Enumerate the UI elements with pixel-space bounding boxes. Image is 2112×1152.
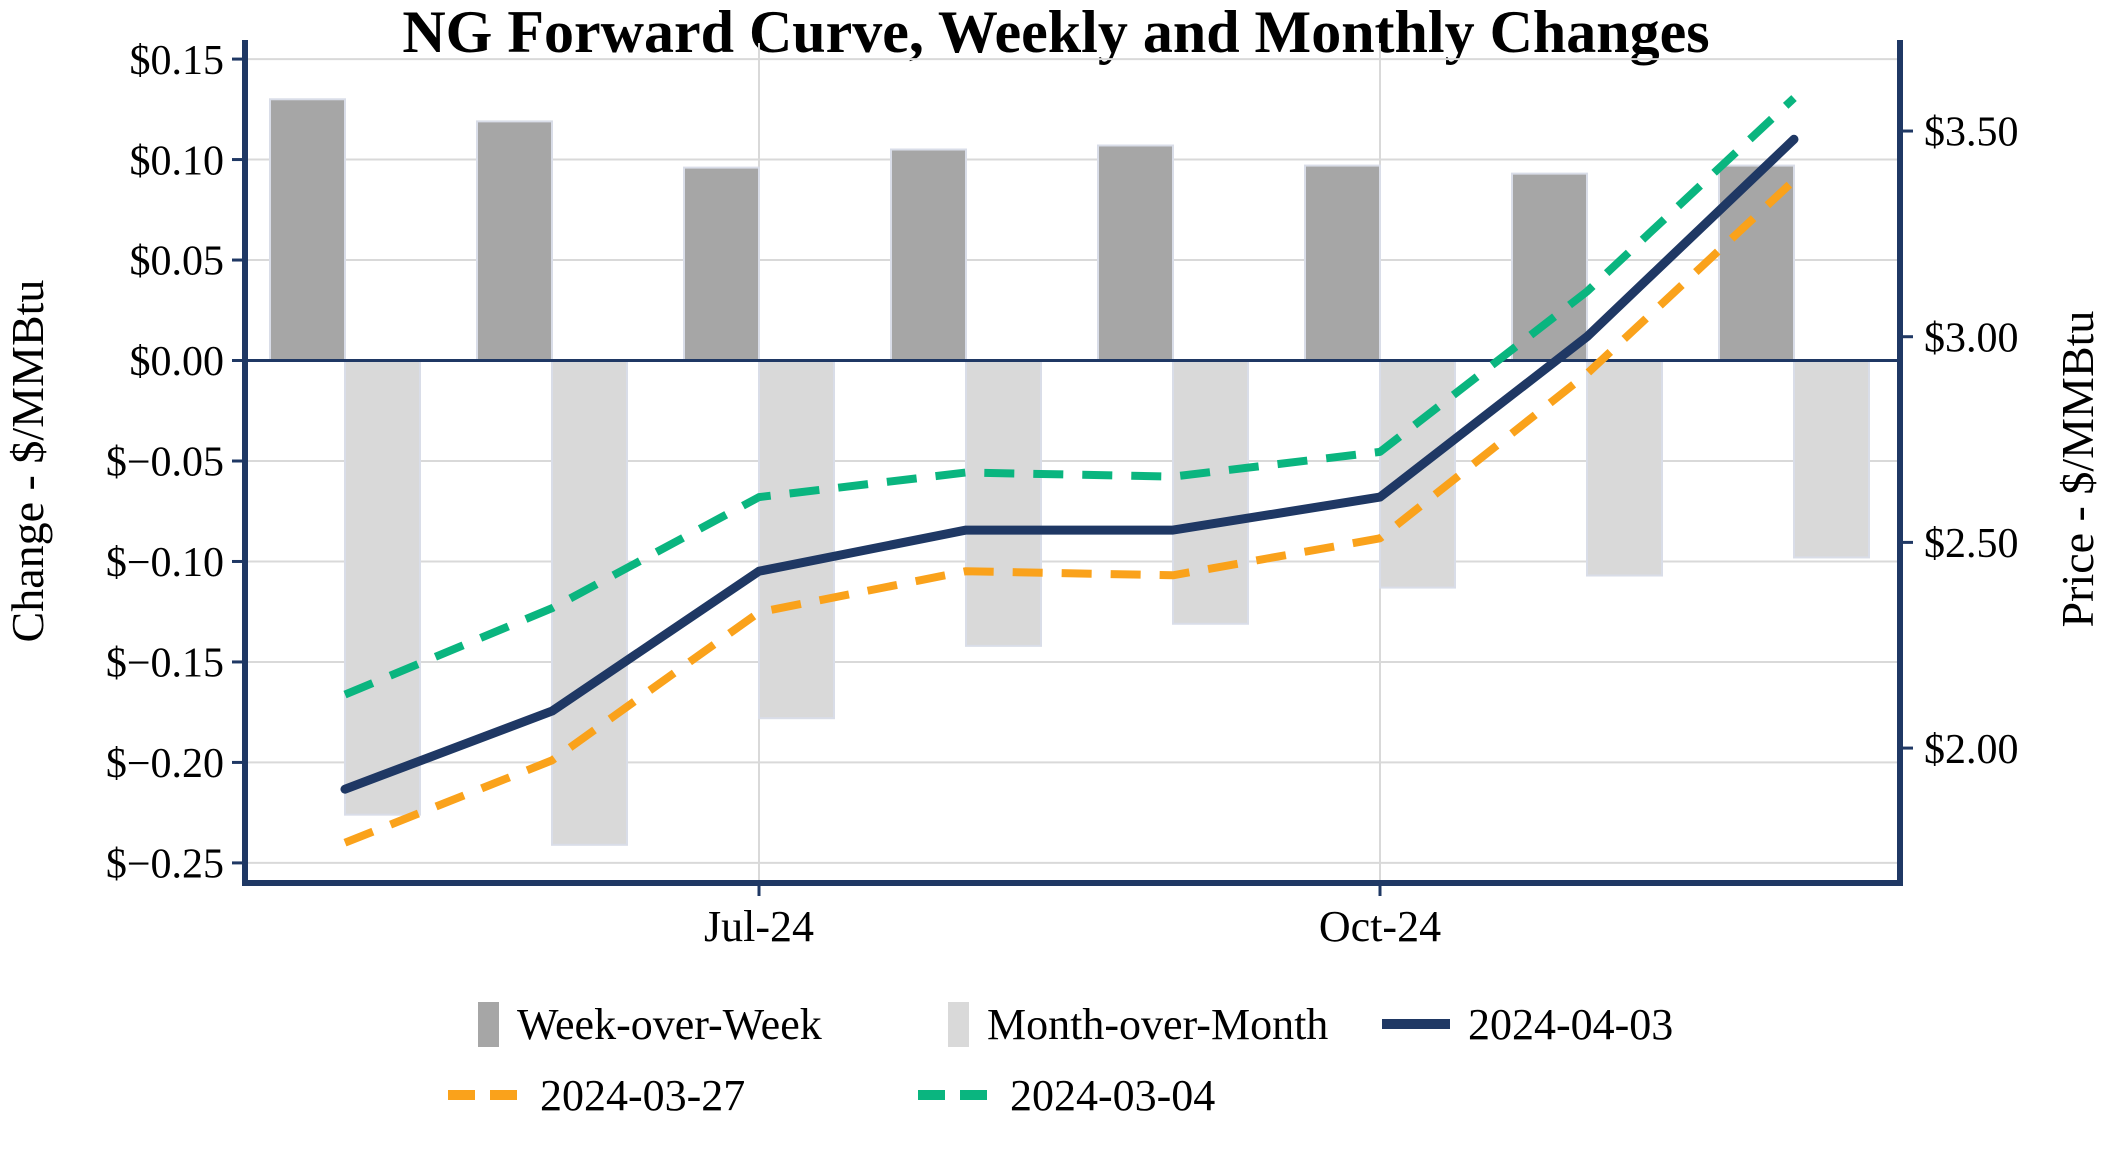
right-tick-label: $2.50 <box>1924 521 2019 567</box>
week-over-week-swatch-icon <box>478 1001 499 1047</box>
chart-title: NG Forward Curve, Weekly and Monthly Cha… <box>402 0 1710 65</box>
mom-bar <box>758 359 835 720</box>
mom-bar <box>1172 359 1249 625</box>
legend-label: 2024-04-03 <box>1468 999 1674 1049</box>
left-tick-label: $−0.05 <box>106 440 224 486</box>
wow-bar <box>1097 144 1174 362</box>
legend-item-2024-04-03: 2024-04-03 <box>1382 995 1673 1053</box>
month-over-month-swatch-icon <box>948 1001 969 1047</box>
left-tick-label: $0.00 <box>130 339 225 385</box>
price-line-2024-04-03 <box>340 134 1799 794</box>
x-tick-label: Oct-24 <box>1319 902 1441 951</box>
dashed-line-swatch-icon <box>918 1090 992 1100</box>
right-tick-label: $2.00 <box>1924 727 2019 773</box>
legend-label: 2024-03-04 <box>1010 1070 1216 1120</box>
right-axis-title: Price - $/MMBtu <box>2052 310 2103 628</box>
wow-bar <box>476 120 553 362</box>
wow-bar <box>890 148 967 362</box>
legend-label: 2024-03-27 <box>540 1070 746 1120</box>
left-tick-label: $−0.15 <box>106 641 224 687</box>
right-tick-label: $3.50 <box>1924 110 2019 156</box>
left-tick-label: $0.15 <box>130 38 225 84</box>
legend-label: Month-over-Month <box>987 999 1329 1049</box>
mom-bar <box>965 359 1042 647</box>
wow-bar <box>269 98 346 362</box>
legend-item-week-over-week: Week-over-Week <box>478 995 822 1053</box>
right-tick-label: $3.00 <box>1924 315 2019 361</box>
price-line-2024-03-04 <box>343 95 1797 699</box>
solid-line-swatch-icon <box>1382 1019 1450 1029</box>
wow-bar <box>1304 164 1381 362</box>
x-tick-label: Jul-24 <box>704 902 814 951</box>
mom-bar <box>551 359 628 846</box>
wow-bar <box>683 166 760 362</box>
left-tick-label: $0.05 <box>130 239 225 285</box>
dashed-line-swatch-icon <box>448 1090 522 1100</box>
left-tick-label: $−0.20 <box>106 741 224 787</box>
mom-bar <box>1379 359 1456 589</box>
legend-item-2024-03-04: 2024-03-04 <box>918 1066 1215 1124</box>
legend-item-month-over-month: Month-over-Month <box>948 995 1328 1053</box>
mom-bar <box>344 359 421 816</box>
mom-bar <box>1586 359 1663 577</box>
mom-bar <box>1793 359 1870 559</box>
price-line-2024-03-27 <box>343 177 1797 847</box>
legend-item-2024-03-27: 2024-03-27 <box>448 1066 745 1124</box>
left-axis-title: Change - $/MMBtu <box>2 279 53 643</box>
wow-bar <box>1511 172 1588 362</box>
left-tick-label: $−0.25 <box>106 842 224 888</box>
left-tick-label: $−0.10 <box>106 540 224 586</box>
legend-label: Week-over-Week <box>517 999 822 1049</box>
left-tick-label: $0.10 <box>130 138 225 184</box>
